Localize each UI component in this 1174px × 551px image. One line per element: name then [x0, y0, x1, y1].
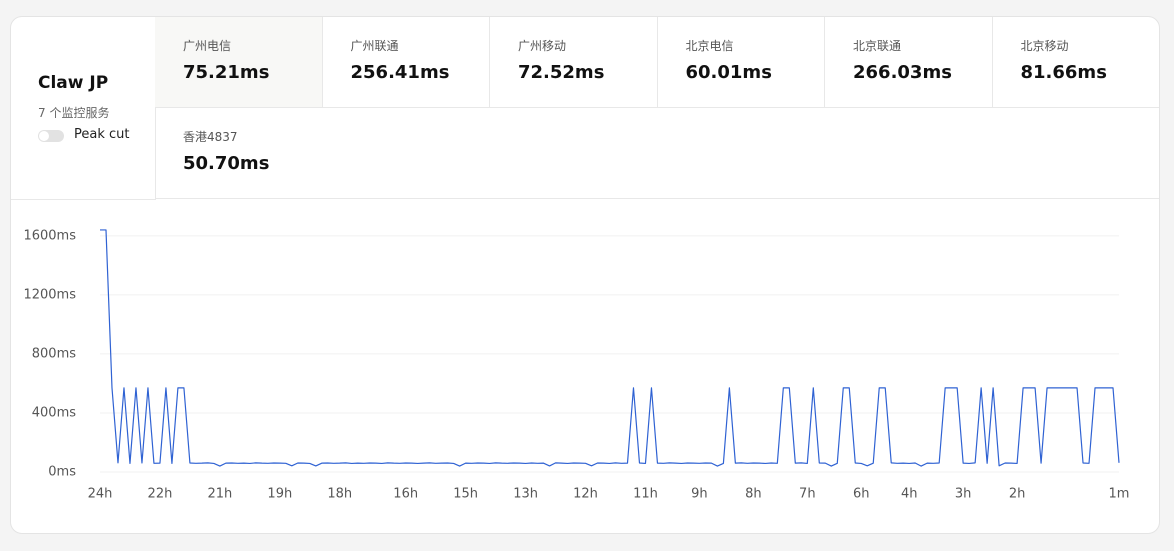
x-tick-label: 22h — [148, 487, 173, 502]
stat-value: 75.21ms — [183, 62, 270, 83]
stat-cell[interactable]: 北京电信 60.01ms — [657, 17, 825, 108]
stat-value: 50.70ms — [183, 153, 270, 174]
stats-grid: 广州电信 75.21ms 广州联通 256.41ms 广州移动 72.52ms 北京电信 60… — [155, 17, 1159, 199]
x-tick-label: 6h — [853, 487, 870, 502]
stat-value: 81.66ms — [1020, 62, 1107, 83]
y-tick-label: 800ms — [32, 346, 76, 361]
x-tick-label: 7h — [799, 487, 816, 502]
y-tick-label: 400ms — [32, 405, 76, 420]
stat-cell[interactable]: 广州联通 256.41ms — [322, 17, 490, 108]
stat-cell[interactable]: 广州移动 72.52ms — [490, 17, 658, 108]
y-tick-label: 0ms — [48, 465, 76, 480]
stat-cell[interactable]: 香港4837 50.70ms — [155, 108, 1159, 199]
stat-cell[interactable]: 广州电信 75.21ms — [155, 17, 323, 108]
x-tick-label: 16h — [393, 487, 418, 502]
server-info: Claw JP 7 个监控服务 Peak cut — [11, 17, 156, 200]
stat-name: 北京联通 — [853, 39, 902, 53]
stat-cell[interactable]: 北京移动 81.66ms — [992, 17, 1159, 108]
y-tick-label: 1600ms — [23, 228, 76, 243]
stat-name: 香港4837 — [183, 130, 238, 144]
stat-name: 北京电信 — [685, 39, 734, 53]
server-title: Claw JP — [38, 73, 109, 93]
stat-value: 60.01ms — [685, 62, 772, 83]
x-tick-label: 1m — [1109, 487, 1130, 502]
x-tick-label: 4h — [901, 487, 918, 502]
stat-value: 266.03ms — [853, 62, 952, 83]
server-card: Claw JP 7 个监控服务 Peak cut 广州电信 75.21ms 广州联通… — [10, 16, 1160, 534]
x-tick-label: 11h — [633, 487, 658, 502]
stat-name: 北京移动 — [1020, 39, 1069, 53]
x-tick-label: 24h — [88, 487, 113, 502]
x-tick-label: 19h — [267, 487, 292, 502]
x-tick-label: 2h — [1009, 487, 1026, 502]
x-tick-label: 3h — [955, 487, 972, 502]
stat-value: 256.41ms — [350, 62, 450, 83]
stat-cell[interactable]: 北京联通 266.03ms — [825, 17, 993, 108]
x-tick-label: 15h — [453, 487, 478, 502]
x-tick-label: 9h — [691, 487, 708, 502]
stat-name: 广州电信 — [183, 39, 232, 53]
x-tick-label: 12h — [573, 487, 598, 502]
toggle-label[interactable]: Peak cut — [74, 127, 130, 142]
stat-name: 广州移动 — [518, 39, 567, 53]
stat-value: 72.52ms — [518, 62, 605, 83]
y-tick-label: 1200ms — [23, 287, 76, 302]
peak-cut-toggle[interactable] — [38, 130, 64, 142]
latency-line — [100, 229, 1120, 467]
server-subtitle: 7 个监控服务 — [38, 106, 110, 120]
x-tick-label: 21h — [207, 487, 232, 502]
x-tick-label: 13h — [513, 487, 538, 502]
stat-name: 广州联通 — [350, 39, 399, 53]
x-tick-label: 8h — [745, 487, 762, 502]
x-tick-label: 18h — [327, 487, 352, 502]
